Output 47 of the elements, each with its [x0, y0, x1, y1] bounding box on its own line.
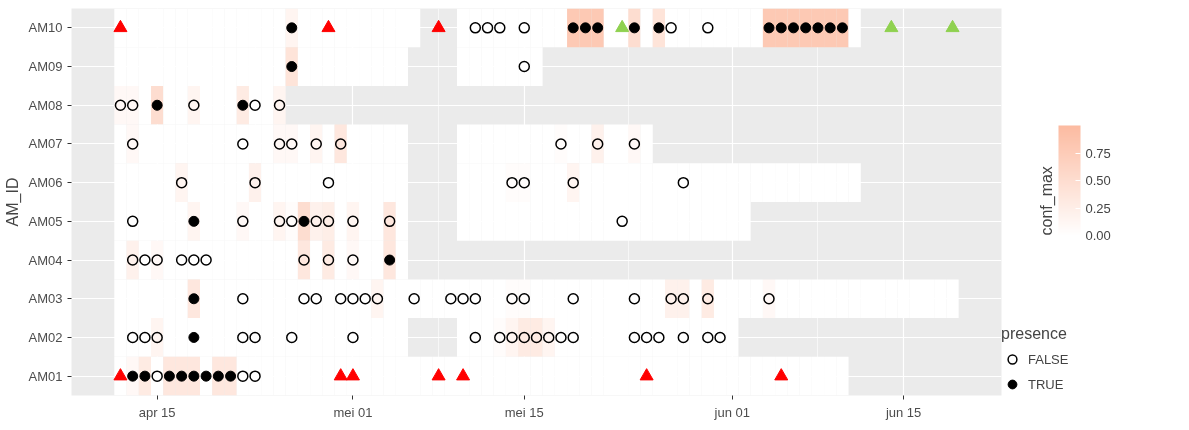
y-tick-label: AM09 — [28, 59, 63, 75]
x-tick-label: mei 15 — [504, 404, 544, 420]
color-bar-title: conf_max — [1037, 166, 1056, 236]
x-tick-label: jun 15 — [884, 404, 922, 420]
point — [812, 22, 824, 34]
color-bar-label: 0.00 — [1085, 228, 1111, 243]
point — [431, 368, 446, 381]
point — [298, 215, 310, 227]
y-tick-label: AM05 — [28, 213, 63, 229]
y-tick-label: AM06 — [28, 175, 63, 191]
point — [188, 331, 200, 343]
point — [188, 370, 200, 382]
point — [456, 368, 471, 381]
y-tick-label: AM07 — [28, 136, 63, 152]
point — [615, 19, 630, 33]
y-tick-label: AM04 — [28, 252, 63, 268]
point — [345, 368, 360, 381]
x-tick-label: jun 01 — [713, 404, 750, 420]
point — [151, 99, 163, 111]
x-tick-label: mei 01 — [333, 404, 373, 420]
y-axis-title: AM_ID — [3, 177, 22, 227]
point — [113, 368, 128, 381]
point — [127, 370, 139, 382]
x-tick-label: apr 15 — [138, 404, 176, 420]
y-tick-label: AM08 — [28, 97, 63, 113]
legend-label: FALSE — [1028, 351, 1069, 367]
y-tick-label: AM02 — [28, 329, 63, 345]
point — [139, 370, 151, 382]
point — [188, 215, 200, 227]
point — [286, 22, 298, 34]
color-bar-label: 0.75 — [1085, 145, 1111, 161]
y-tick-label: AM01 — [28, 368, 63, 384]
point — [774, 368, 789, 381]
point — [945, 19, 960, 33]
point — [321, 19, 336, 33]
point — [333, 368, 348, 381]
color-bar-label: 0.50 — [1085, 173, 1111, 188]
y-tick-label: AM03 — [28, 291, 63, 307]
legend-label: TRUE — [1028, 376, 1064, 392]
point — [639, 368, 654, 381]
point — [431, 19, 446, 33]
color-bar-label: 0.25 — [1085, 200, 1111, 216]
legend-title: presence — [1001, 325, 1068, 343]
point — [113, 19, 128, 33]
point — [200, 370, 212, 382]
point — [884, 19, 899, 33]
y-tick-label: AM10 — [28, 20, 63, 36]
